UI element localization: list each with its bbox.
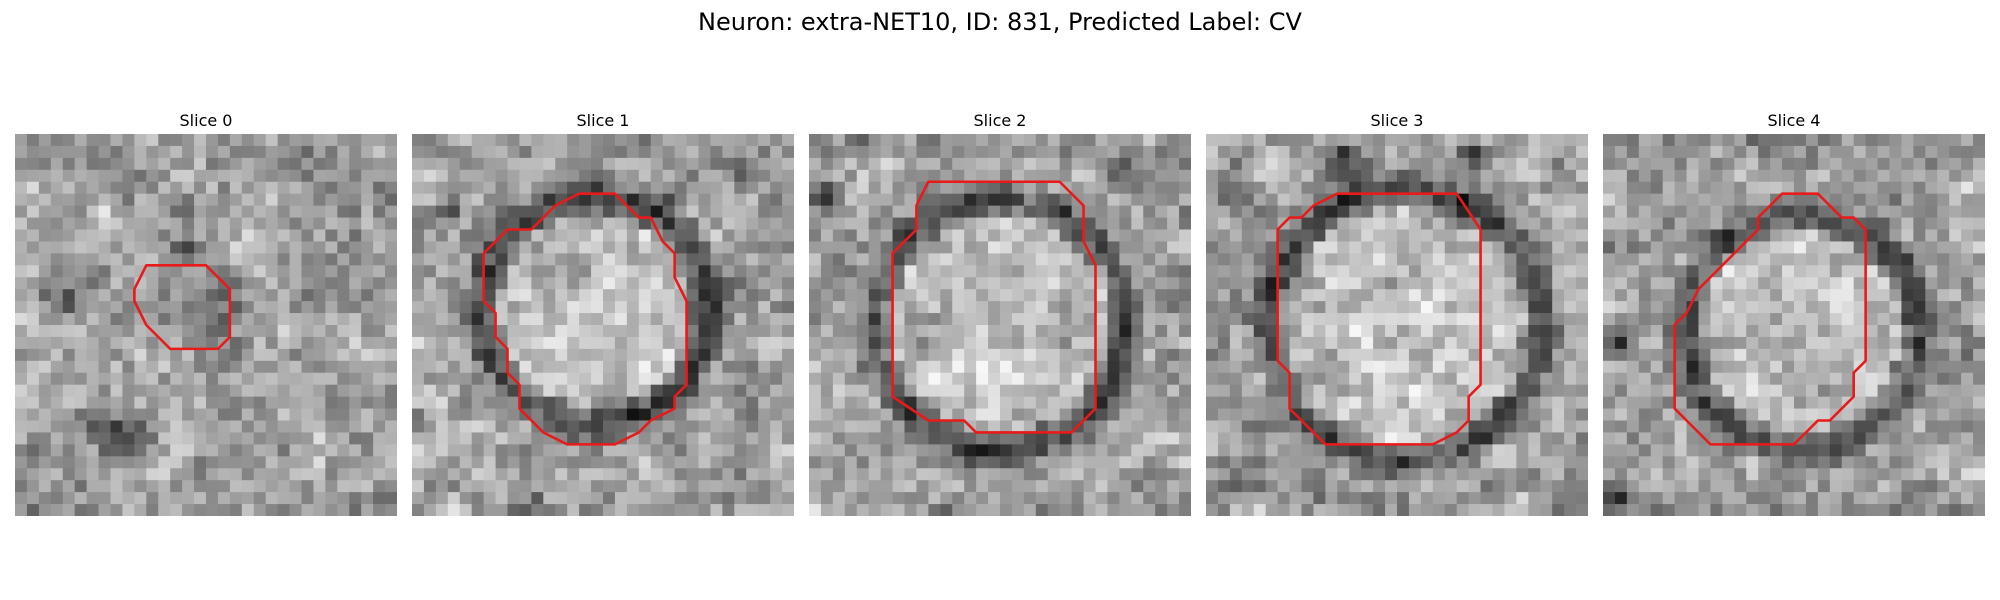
slice-image-4 [1603, 134, 1985, 516]
slice-title-1: Slice 1 [576, 111, 630, 130]
slice-title-2: Slice 2 [973, 111, 1027, 130]
figure-title: Neuron: extra-NET10, ID: 831, Predicted … [698, 8, 1302, 36]
slice-panel-3: Slice 3 [1206, 108, 1588, 516]
slice-panel-0: Slice 0 [15, 108, 397, 516]
slice-image-0 [15, 134, 397, 516]
contour-outline-0 [133, 264, 232, 351]
slice-title-4: Slice 4 [1767, 111, 1821, 130]
contour-outline-2 [891, 180, 1097, 434]
slice-panel-2: Slice 2 [809, 108, 1191, 516]
slice-title-0: Slice 0 [179, 111, 233, 130]
slice-image-2 [809, 134, 1191, 516]
contour-outline-1 [482, 192, 688, 446]
slice-title-3: Slice 3 [1370, 111, 1424, 130]
slice-image-1 [412, 134, 794, 516]
slice-panel-1: Slice 1 [412, 108, 794, 516]
contour-outline-4 [1673, 192, 1867, 446]
slice-image-3 [1206, 134, 1588, 516]
slice-panel-4: Slice 4 [1603, 108, 1985, 516]
contour-outline-3 [1276, 192, 1482, 446]
